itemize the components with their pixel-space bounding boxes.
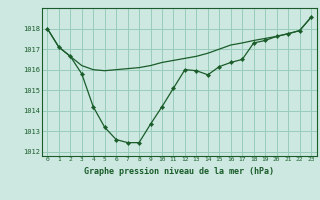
X-axis label: Graphe pression niveau de la mer (hPa): Graphe pression niveau de la mer (hPa)	[84, 167, 274, 176]
